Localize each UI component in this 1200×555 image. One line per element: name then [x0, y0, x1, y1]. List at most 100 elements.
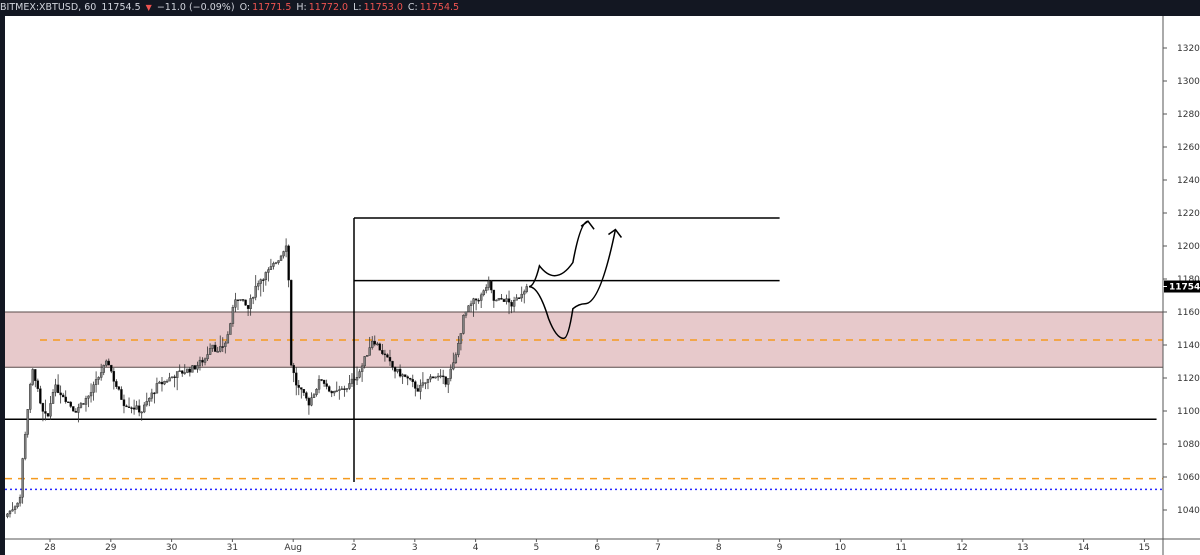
arrowhead-icon: [608, 228, 623, 238]
candle-up: [485, 287, 488, 291]
candle-up: [211, 344, 214, 349]
candle-up: [198, 359, 202, 366]
projection-arrows[interactable]: [528, 220, 623, 340]
time-tick-label: 12: [956, 543, 967, 553]
candle-up: [254, 285, 257, 298]
candle-up: [376, 343, 379, 346]
candle-up: [350, 378, 354, 384]
candle-up: [284, 245, 288, 252]
high-label: H:: [296, 2, 307, 13]
candle-down: [414, 381, 417, 389]
candle-up: [520, 293, 523, 299]
candle-up: [368, 347, 371, 356]
candle-up: [165, 380, 169, 383]
time-tick-label: 6: [594, 543, 600, 553]
candle-down: [59, 392, 62, 396]
symbol-label[interactable]: BITMEX:XBTUSD, 60: [0, 2, 97, 13]
candle-down: [322, 379, 326, 384]
candle-down: [302, 389, 306, 393]
candle-down: [502, 299, 506, 302]
arrowhead-icon: [580, 220, 595, 230]
candle-up: [345, 388, 349, 390]
candle-down: [153, 392, 156, 395]
candle-down: [477, 299, 480, 302]
time-tick-label: 3: [412, 543, 418, 553]
candle-down: [74, 410, 78, 413]
time-tick-label: 14: [1078, 543, 1090, 553]
current-price-label: 11754.5: [1169, 283, 1200, 293]
candle-down: [300, 387, 303, 390]
time-tick-label: Aug: [284, 543, 302, 553]
candle-up: [429, 376, 432, 380]
candle-down: [325, 383, 328, 387]
candle-down: [327, 386, 331, 392]
time-axis[interactable]: 28 29 30 31 Aug 2 3 4 5 6 7 8 9 10 11 12 13 14 15: [5, 538, 1200, 553]
candle-up: [365, 355, 369, 357]
time-tick-label: 13: [1017, 543, 1028, 553]
candle-up: [355, 377, 359, 381]
candle-up: [77, 407, 80, 413]
candle-down: [305, 392, 308, 399]
candle-down: [132, 407, 136, 410]
price-tick-label: 12800.0: [1177, 110, 1200, 120]
candle-up: [482, 290, 485, 296]
candle-down: [403, 374, 407, 377]
candle-down: [125, 405, 128, 408]
candle-up: [234, 299, 237, 308]
candle-down: [160, 381, 164, 385]
time-tick-label: 9: [777, 543, 783, 553]
candle-up: [196, 365, 199, 370]
candle-up: [49, 403, 52, 417]
symbol-header: BITMEX:XBTUSD, 60 11754.5 ▼ −11.0 (−0.09…: [0, 0, 1200, 16]
candle-up: [239, 299, 242, 301]
candle-down: [122, 399, 126, 407]
open-value: 11771.5: [252, 2, 292, 13]
time-tick-label: 2: [351, 543, 357, 553]
price-tick-label: 10800.0: [1177, 440, 1200, 450]
candle-up: [155, 383, 159, 394]
candle-down: [246, 305, 250, 309]
candle-down: [72, 406, 75, 412]
candle-up: [358, 371, 361, 378]
candle-down: [201, 359, 204, 363]
candle-up: [249, 298, 252, 309]
candle-down: [398, 368, 402, 377]
candle-up: [419, 384, 422, 392]
candle-up: [497, 297, 501, 301]
candle-up: [105, 360, 108, 366]
candle-up: [396, 368, 399, 372]
candle-down: [127, 406, 131, 408]
candle-up: [360, 365, 364, 372]
bullish-path-retest-arrow[interactable]: [528, 229, 617, 340]
price-tick-label: 11000.0: [1177, 407, 1200, 417]
candle-up: [158, 381, 161, 384]
candle-down: [56, 384, 60, 394]
candle-up: [436, 375, 440, 378]
candle-down: [431, 376, 435, 379]
candle-up: [87, 395, 90, 399]
candle-up: [89, 392, 93, 397]
candle-up: [11, 509, 14, 512]
candle-up: [439, 375, 442, 378]
candle-up: [310, 397, 313, 406]
candle-down: [130, 407, 133, 409]
candle-down: [39, 388, 42, 404]
candle-up: [148, 398, 151, 402]
candle-down: [262, 279, 265, 281]
candle-up: [523, 291, 526, 295]
candle-down: [120, 389, 123, 400]
candle-down: [221, 346, 224, 348]
bullish-path-direct-arrow[interactable]: [528, 220, 589, 288]
close-label: C:: [407, 2, 418, 13]
candle-down: [295, 372, 298, 386]
candlesticks: [6, 238, 528, 519]
last-price: 11754.5: [101, 2, 141, 13]
price-tick-label: 11800.0: [1177, 275, 1200, 285]
price-axis[interactable]: 13200.0 13000.0 12800.0 12600.0 12400.0 12200…: [1162, 16, 1200, 555]
open-label: O:: [239, 2, 251, 13]
candle-up: [335, 390, 338, 392]
candle-up: [251, 297, 255, 299]
candle-up: [505, 298, 508, 302]
current-price-tag[interactable]: [1164, 280, 1200, 293]
